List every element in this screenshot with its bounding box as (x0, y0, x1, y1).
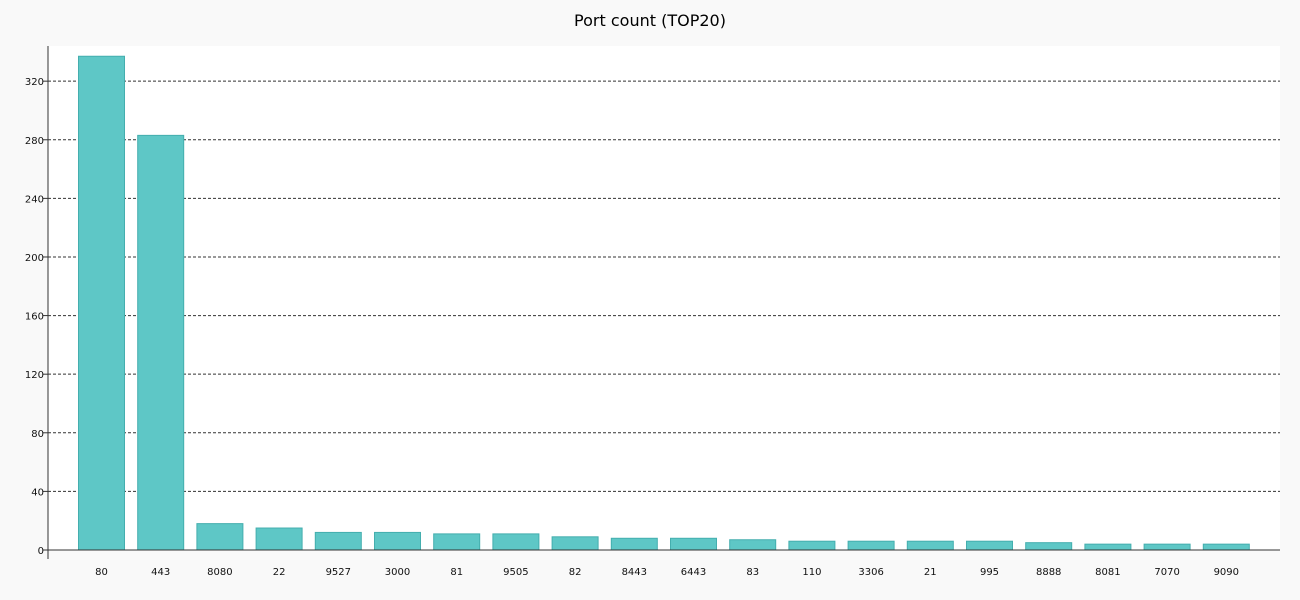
bar-83 (729, 539, 777, 551)
x-tick-label: 83 (746, 567, 759, 578)
y-tick-label: 320 (25, 77, 44, 88)
x-tick-label: 82 (569, 567, 582, 578)
x-tick-label: 3000 (385, 567, 410, 578)
bar-80 (78, 55, 125, 551)
bar-6443 (670, 537, 717, 551)
x-axis-ticks: 80 443 8080 22 9527 3000 81 9505 82 8443 6443 83 110… (95, 567, 1239, 578)
x-tick-label: 6443 (681, 567, 706, 578)
x-tick-label: 21 (924, 567, 937, 578)
x-tick-label: 80 (95, 567, 108, 578)
bar-9090 (1202, 543, 1250, 551)
bar-21 (906, 540, 954, 551)
bar-7070 (1143, 543, 1191, 551)
x-tick-label: 3306 (858, 567, 883, 578)
y-tick-label: 200 (25, 253, 44, 264)
y-tick-label: 40 (31, 487, 44, 498)
x-tick-label: 81 (450, 567, 463, 578)
bar-3000 (374, 531, 421, 551)
bar-81 (433, 533, 481, 551)
y-tick-label: 120 (25, 370, 44, 381)
bar-443 (137, 134, 185, 551)
x-tick-label: 995 (980, 567, 999, 578)
bar-9505 (492, 533, 540, 551)
x-tick-label: 110 (802, 567, 821, 578)
axes (47, 46, 1280, 559)
bars (78, 55, 1250, 551)
x-tick-label: 8888 (1036, 567, 1061, 578)
bar-8888 (1025, 542, 1073, 551)
bar-22 (255, 527, 303, 551)
x-tick-label: 7070 (1154, 567, 1179, 578)
y-tick-label: 280 (25, 136, 44, 147)
bar-8081 (1084, 543, 1132, 551)
chart-title: Port count (TOP20) (574, 11, 726, 30)
x-tick-label: 443 (151, 567, 170, 578)
x-tick-label: 9505 (503, 567, 528, 578)
x-tick-label: 9527 (326, 567, 351, 578)
bar-8080 (196, 523, 244, 551)
x-tick-label: 22 (273, 567, 286, 578)
bar-110 (788, 540, 836, 551)
bar-995 (966, 540, 1013, 551)
y-tick-label: 240 (25, 194, 44, 205)
y-tick-label: 160 (25, 312, 44, 323)
x-tick-label: 8081 (1095, 567, 1120, 578)
y-tick-label: 80 (31, 429, 44, 440)
plot-area (48, 46, 1280, 550)
gridlines (48, 80, 1280, 492)
x-tick-label: 9090 (1214, 567, 1239, 578)
bar-9527 (314, 531, 362, 551)
x-tick-label: 8443 (622, 567, 647, 578)
bar-82 (551, 536, 599, 551)
y-tick-label: 0 (38, 546, 44, 557)
y-axis-ticks: 0 40 80 120 160 200 240 280 320 (25, 77, 48, 557)
bar-8443 (610, 537, 658, 551)
bar-3306 (847, 540, 895, 551)
x-tick-label: 8080 (207, 567, 232, 578)
